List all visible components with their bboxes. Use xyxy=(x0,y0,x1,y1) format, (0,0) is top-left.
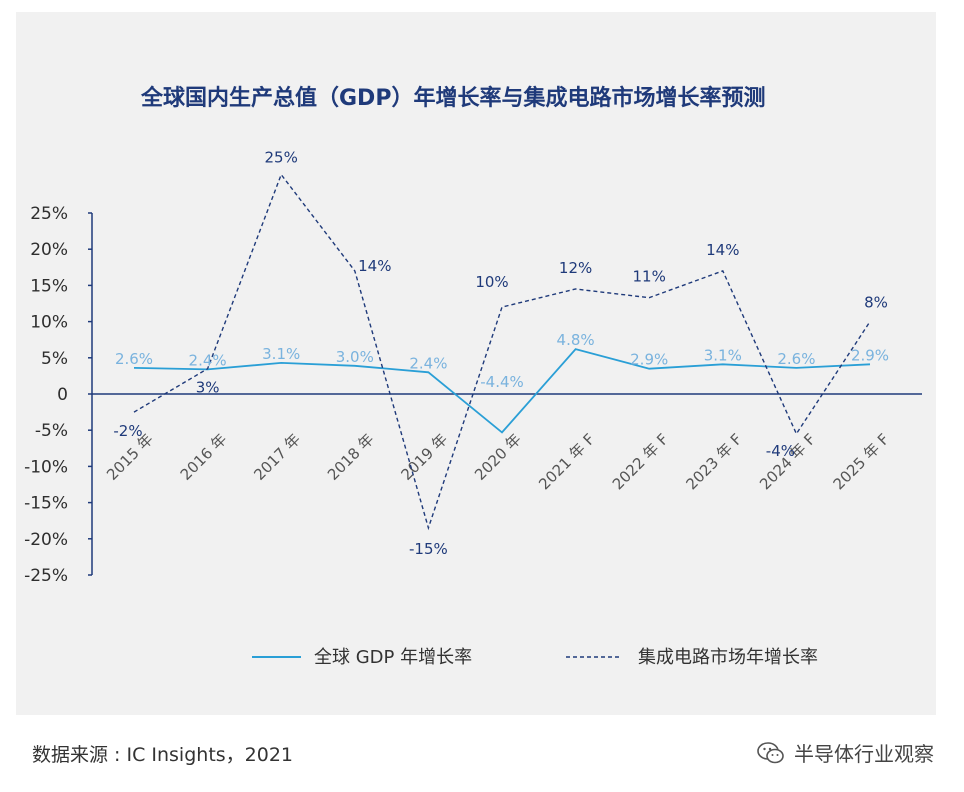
y-tick-label: 0 xyxy=(57,385,68,405)
y-tick-label: 15% xyxy=(30,276,68,296)
y-tick-label: 20% xyxy=(30,240,68,260)
x-tick-label: 2018 年 xyxy=(324,430,378,484)
ic-data-label: 12% xyxy=(559,259,592,277)
gdp-data-label: 2.9% xyxy=(630,351,668,369)
legend-ic-label: 集成电路市场年增长率 xyxy=(638,647,818,668)
gdp-data-label: 3.1% xyxy=(704,346,742,364)
gdp-series-line xyxy=(133,348,871,434)
x-tick-label: 2017 年 xyxy=(250,430,304,484)
gdp-data-label: 2.9% xyxy=(851,346,889,364)
ic-data-label: 11% xyxy=(633,268,666,286)
x-tick-label: 2025 年 F xyxy=(830,430,893,493)
x-tick-label: 2020 年 xyxy=(471,430,525,484)
y-tick-label: -5% xyxy=(35,421,68,441)
gdp-data-label: 2.4% xyxy=(189,351,227,369)
x-tick-label: 2021 年 F xyxy=(535,430,598,493)
ic-data-label: 3% xyxy=(196,379,220,397)
x-tick-label: 2016 年 xyxy=(177,430,231,484)
brand-name: 半导体行业观察 xyxy=(794,742,934,766)
y-tick-label: -10% xyxy=(24,457,68,477)
x-tick-label: 2019 年 xyxy=(398,430,452,484)
line-chart: 全球国内生产总值（GDP）年增长率与集成电路市场增长率预测 25% 20% 15% 10… xyxy=(24,85,922,668)
x-tick-label: 2022 年 F xyxy=(609,430,672,493)
ic-data-label: 14% xyxy=(706,241,739,259)
ic-series-line xyxy=(133,173,871,531)
ic-data-label: -2% xyxy=(113,422,142,440)
legend-gdp-label: 全球 GDP 年增长率 xyxy=(314,647,472,668)
wechat-icon xyxy=(757,741,784,763)
ic-data-label: -4% xyxy=(766,442,795,460)
chart-title: 全球国内生产总值（GDP）年增长率与集成电路市场增长率预测 xyxy=(140,85,765,111)
chart-panel: 全球国内生产总值（GDP）年增长率与集成电路市场增长率预测 25% 20% 15% 10… xyxy=(16,12,936,715)
data-source-note: 数据来源 : IC Insights，2021 xyxy=(32,744,294,766)
gdp-data-label: 2.6% xyxy=(777,350,815,368)
x-tick-label: 2023 年 F xyxy=(682,430,745,493)
y-tick-label: -15% xyxy=(24,494,68,514)
gdp-data-label: -4.4% xyxy=(480,373,524,391)
ic-data-label: -15% xyxy=(409,540,448,558)
gdp-data-label: 4.8% xyxy=(557,331,595,349)
y-tick-label: -25% xyxy=(24,566,68,586)
y-tick-label: 25% xyxy=(30,204,68,224)
y-tick-label: 10% xyxy=(30,313,68,333)
gdp-data-label: 2.4% xyxy=(409,354,447,372)
y-tick-label: 5% xyxy=(41,349,68,369)
ic-data-label: 25% xyxy=(265,149,298,167)
y-tick-label: -20% xyxy=(24,530,68,550)
x-tick-label: 2024 年 F xyxy=(756,430,819,493)
gdp-data-label: 2.6% xyxy=(115,350,153,368)
gdp-data-label: 3.0% xyxy=(336,348,374,366)
brand-watermark: 半导体行业观察 xyxy=(756,738,934,767)
ic-data-label: 14% xyxy=(358,257,391,275)
ic-data-label: 8% xyxy=(864,294,888,312)
gdp-data-label: 3.1% xyxy=(262,345,300,363)
ic-data-label: 10% xyxy=(475,273,508,291)
